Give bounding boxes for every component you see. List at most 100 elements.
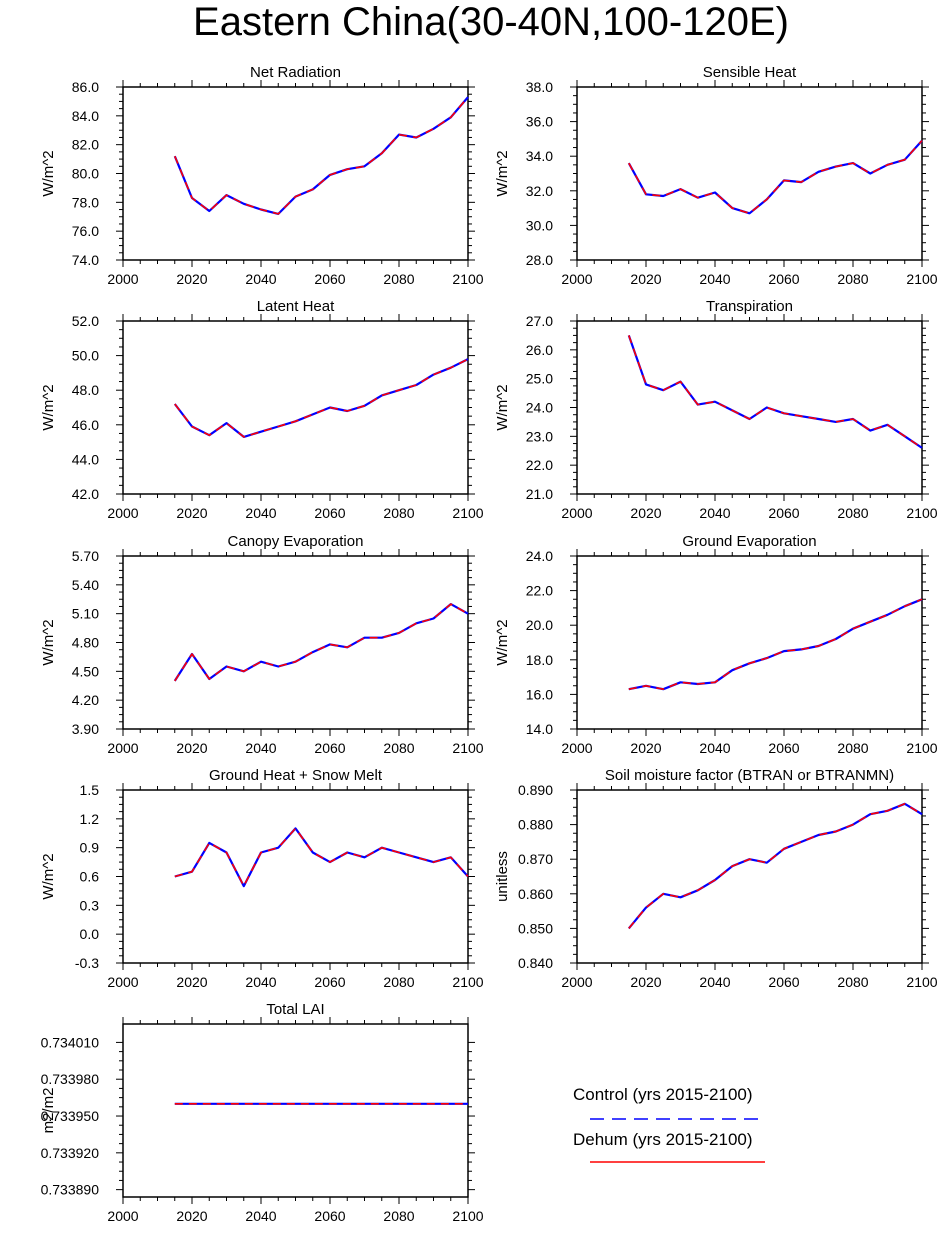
y-tick-label: 50.0: [72, 348, 99, 364]
x-tick-label: 2040: [245, 740, 276, 756]
x-tick-label: 2100: [906, 740, 937, 756]
y-tick-label: 76.0: [72, 223, 99, 239]
panel-frame: [576, 320, 923, 495]
x-tick-label: 2080: [837, 740, 868, 756]
x-tick-label: 2060: [768, 505, 799, 521]
y-tick-label: 0.890: [518, 782, 553, 798]
panel-title: Canopy Evaporation: [228, 533, 364, 550]
panel-7: Ground Heat + Snow Melt W/m^2 2000 2020 2040…: [40, 767, 484, 990]
legend-label-control: Control (yrs 2015-2100): [573, 1085, 753, 1104]
series-line-control: [628, 598, 923, 691]
panel-title: Latent Heat: [257, 298, 335, 315]
y-tick-label: 28.0: [526, 252, 553, 268]
y-tick-label: 20.0: [526, 617, 553, 633]
x-tick-label: 2100: [906, 271, 937, 287]
x-tick-label: 2000: [561, 505, 592, 521]
y-tick-label: 4.80: [72, 635, 99, 651]
legend-label-dehum: Dehum (yrs 2015-2100): [573, 1130, 753, 1149]
x-tick-label: 2100: [906, 974, 937, 990]
series-line-control: [627, 802, 923, 930]
panel-frame: [122, 320, 469, 495]
y-axis-label: W/m^2: [40, 150, 57, 196]
x-tick-label: 2040: [245, 1208, 276, 1224]
y-tick-label: 80.0: [72, 166, 99, 182]
panel-title: Total LAI: [266, 1001, 324, 1018]
x-tick-label: 2100: [906, 505, 937, 521]
y-tick-label: 0.860: [518, 886, 553, 902]
series-line-dehum: [174, 603, 469, 682]
y-axis-label: unitless: [494, 851, 511, 902]
series-line-dehum: [628, 335, 923, 449]
panel-1: Net Radiation W/m^2 2000 2020 2040 2060 2080 21…: [40, 64, 484, 287]
x-tick-label: 2020: [630, 505, 661, 521]
y-tick-label: 86.0: [72, 79, 99, 95]
x-tick-label: 2080: [383, 974, 414, 990]
y-axis-label: W/m^2: [494, 619, 511, 665]
x-tick-label: 2040: [699, 505, 730, 521]
x-tick-label: 2060: [768, 740, 799, 756]
y-tick-label: 0.880: [518, 817, 553, 833]
y-tick-label: 0.840: [518, 955, 553, 971]
x-tick-label: 2080: [383, 1208, 414, 1224]
panel-frame: [576, 555, 923, 730]
y-tick-label: 27.0: [526, 313, 553, 329]
x-tick-label: 2080: [837, 974, 868, 990]
y-tick-label: 1.5: [80, 782, 100, 798]
y-tick-label: 4.50: [72, 663, 99, 679]
y-tick-label: 0.733920: [41, 1145, 100, 1161]
legend-line-control: [590, 1118, 765, 1120]
figure-title: Eastern China(30-40N,100-120E): [193, 0, 789, 44]
y-axis-label: W/m^2: [494, 384, 511, 430]
y-tick-label: 5.70: [72, 548, 99, 564]
x-tick-label: 2020: [630, 974, 661, 990]
series-line-control: [627, 335, 923, 449]
y-tick-label: 82.0: [72, 137, 99, 153]
x-tick-label: 2060: [768, 271, 799, 287]
series-line-dehum: [174, 358, 469, 438]
x-tick-label: 2060: [314, 271, 345, 287]
y-tick-label: 0.3: [80, 897, 100, 913]
x-tick-label: 2080: [837, 271, 868, 287]
x-tick-label: 2040: [699, 974, 730, 990]
x-tick-label: 2100: [452, 271, 483, 287]
y-tick-label: 84.0: [72, 108, 99, 124]
panel-frame: [122, 555, 469, 730]
y-tick-label: 22.0: [526, 583, 553, 599]
x-tick-label: 2040: [245, 271, 276, 287]
x-tick-label: 2000: [107, 505, 138, 521]
y-tick-label: 46.0: [72, 417, 99, 433]
x-tick-label: 2000: [107, 271, 138, 287]
y-tick-label: -0.3: [75, 955, 99, 971]
y-tick-label: 42.0: [72, 486, 99, 502]
y-tick-label: 5.10: [72, 606, 99, 622]
x-tick-label: 2020: [176, 1208, 207, 1224]
x-tick-label: 2040: [245, 974, 276, 990]
x-tick-label: 2100: [452, 974, 483, 990]
y-axis-label: W/m^2: [40, 619, 57, 665]
x-tick-label: 2080: [837, 505, 868, 521]
y-tick-label: 21.0: [526, 486, 553, 502]
series-line-dehum: [628, 140, 923, 215]
x-tick-label: 2020: [630, 271, 661, 287]
panel-4: Transpiration W/m^2 2000 2020 2040 2060 2080 21…: [494, 298, 938, 521]
series-line-control: [173, 96, 469, 215]
y-tick-label: 0.733950: [41, 1108, 100, 1124]
series-line-dehum: [628, 598, 923, 691]
y-tick-label: 3.90: [72, 721, 99, 737]
y-tick-label: 24.0: [526, 548, 553, 564]
series-line-dehum: [628, 802, 923, 929]
x-tick-label: 2000: [561, 740, 592, 756]
y-tick-label: 44.0: [72, 451, 99, 467]
series-line-control: [173, 602, 469, 682]
x-tick-label: 2060: [768, 974, 799, 990]
x-tick-label: 2020: [176, 740, 207, 756]
y-tick-label: 16.0: [526, 686, 553, 702]
y-tick-label: 0.733980: [41, 1071, 100, 1087]
x-tick-label: 2020: [630, 740, 661, 756]
panel-2: Sensible Heat W/m^2 2000 2020 2040 2060 2080 21…: [494, 64, 938, 287]
x-tick-label: 2080: [383, 271, 414, 287]
y-axis-label: m2/m2: [40, 1088, 57, 1134]
panel-8: Soil moisture factor (BTRAN or BTRANMN) u…: [494, 767, 938, 990]
x-tick-label: 2000: [561, 271, 592, 287]
x-tick-label: 2100: [452, 740, 483, 756]
